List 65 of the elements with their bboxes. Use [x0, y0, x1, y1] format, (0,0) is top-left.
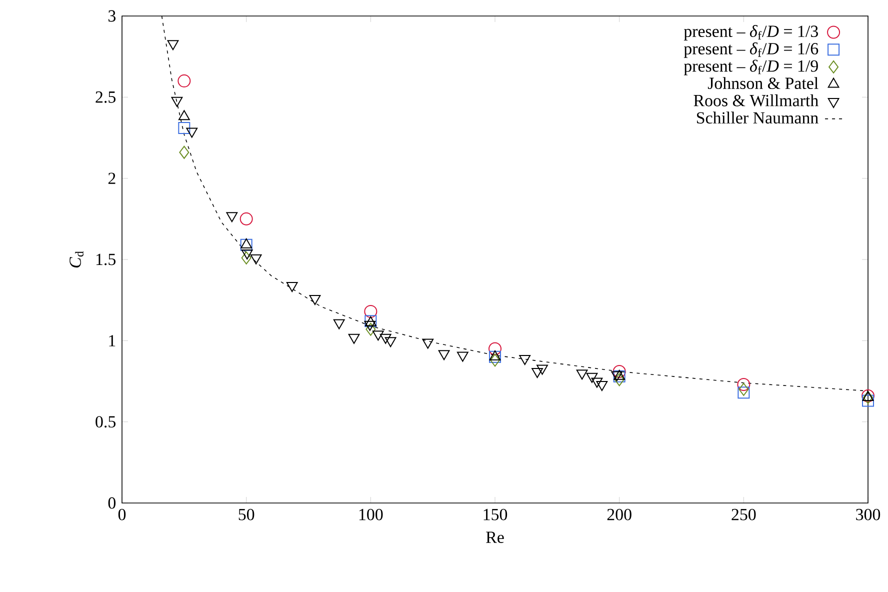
point: [489, 350, 502, 363]
point: [532, 368, 543, 378]
point: [611, 371, 623, 382]
x-axis-title: Re: [486, 532, 504, 544]
point: [178, 122, 190, 134]
y-tick-label: 1: [109, 335, 116, 346]
point: [490, 354, 500, 367]
y-tick-label: 3: [108, 10, 116, 22]
point: [333, 319, 345, 330]
point: [348, 334, 360, 344]
y-tick-label: 0: [108, 497, 116, 509]
y-tick-label: 0.5: [96, 416, 116, 428]
point: [613, 370, 626, 382]
legend-label: present – δ$_{f}$/D = 1/6: [684, 42, 818, 58]
point: [576, 370, 588, 380]
point: [366, 322, 376, 336]
point: [737, 378, 750, 391]
point: [488, 342, 502, 356]
point: [240, 212, 253, 226]
x-tick-label: 250: [732, 508, 756, 520]
point: [586, 372, 598, 383]
legend-label: Roos & Willmarth: [694, 94, 818, 106]
point: [171, 96, 183, 107]
point: [364, 320, 376, 331]
point: [309, 294, 321, 305]
y-tick-label: 2: [108, 172, 116, 184]
point: [738, 382, 749, 396]
point: [250, 254, 262, 264]
point: [167, 40, 179, 50]
x-tick-label: 0: [118, 508, 126, 520]
point: [241, 251, 252, 264]
point: [519, 355, 531, 366]
point: [364, 304, 378, 318]
point: [372, 330, 384, 341]
x-tick-label: 200: [607, 508, 632, 520]
x-tick-label: 150: [484, 508, 508, 520]
y-axis-title: C$_{d}$: [70, 251, 84, 268]
point: [384, 337, 396, 348]
point: [596, 380, 608, 391]
point: [240, 238, 252, 251]
point: [380, 334, 392, 344]
point: [614, 373, 624, 386]
x-tick-label: 300: [856, 508, 880, 520]
point: [178, 74, 191, 88]
point: [422, 338, 434, 349]
point: [241, 250, 253, 260]
x-tick-label: 100: [359, 508, 383, 520]
legend-label: present – δ$_{f}$/D = 1/3: [684, 25, 818, 40]
point: [286, 282, 298, 292]
point: [226, 212, 238, 222]
point: [179, 146, 190, 159]
point: [186, 128, 198, 138]
legend-label: Schiller Naumann: [697, 112, 818, 124]
point: [591, 378, 603, 388]
point: [456, 352, 468, 362]
point: [738, 386, 750, 399]
legend-label: Johnson & Patel: [708, 77, 818, 90]
point: [438, 350, 450, 360]
y-tick-label: 1.5: [96, 254, 116, 266]
point: [612, 365, 626, 378]
point: [862, 394, 874, 407]
y-tick-label: 2.5: [96, 91, 116, 103]
point: [536, 364, 548, 375]
x-tick-label: 50: [238, 508, 254, 520]
legend-label: present – δ$_{f}$/D = 1/9: [684, 60, 818, 76]
